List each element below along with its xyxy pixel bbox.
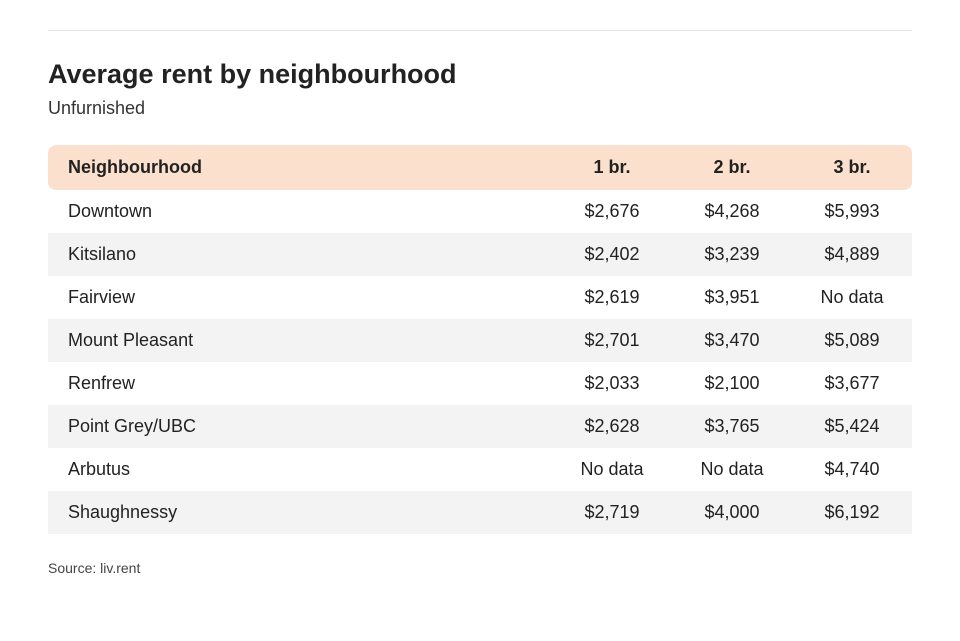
table-row: Shaughnessy $2,719 $4,000 $6,192 [48,491,912,534]
table-row: Point Grey/UBC $2,628 $3,765 $5,424 [48,405,912,448]
cell-2br: $3,765 [672,405,792,448]
top-divider [48,30,912,31]
cell-neighbourhood: Arbutus [48,448,552,491]
col-2br: 2 br. [672,145,792,190]
table-row: Fairview $2,619 $3,951 No data [48,276,912,319]
table-row: Arbutus No data No data $4,740 [48,448,912,491]
chart-title: Average rent by neighbourhood [48,59,912,90]
cell-2br: $2,100 [672,362,792,405]
cell-2br: $3,951 [672,276,792,319]
cell-3br: $5,424 [792,405,912,448]
cell-1br: $2,719 [552,491,672,534]
table-row: Mount Pleasant $2,701 $3,470 $5,089 [48,319,912,362]
cell-2br: $4,000 [672,491,792,534]
col-1br: 1 br. [552,145,672,190]
cell-2br: $3,470 [672,319,792,362]
cell-1br: $2,701 [552,319,672,362]
cell-neighbourhood: Kitsilano [48,233,552,276]
cell-3br: No data [792,276,912,319]
cell-neighbourhood: Point Grey/UBC [48,405,552,448]
cell-neighbourhood: Fairview [48,276,552,319]
cell-3br: $5,993 [792,190,912,233]
cell-1br: $2,033 [552,362,672,405]
table-row: Renfrew $2,033 $2,100 $3,677 [48,362,912,405]
cell-3br: $4,889 [792,233,912,276]
cell-neighbourhood: Renfrew [48,362,552,405]
cell-2br: $4,268 [672,190,792,233]
cell-neighbourhood: Shaughnessy [48,491,552,534]
cell-1br: No data [552,448,672,491]
rent-table: Neighbourhood 1 br. 2 br. 3 br. Downtown… [48,145,912,534]
cell-3br: $4,740 [792,448,912,491]
col-neighbourhood: Neighbourhood [48,145,552,190]
cell-neighbourhood: Downtown [48,190,552,233]
cell-2br: $3,239 [672,233,792,276]
cell-1br: $2,628 [552,405,672,448]
col-3br: 3 br. [792,145,912,190]
table-row: Kitsilano $2,402 $3,239 $4,889 [48,233,912,276]
chart-subtitle: Unfurnished [48,98,912,119]
table-header-row: Neighbourhood 1 br. 2 br. 3 br. [48,145,912,190]
table-row: Downtown $2,676 $4,268 $5,993 [48,190,912,233]
cell-1br: $2,676 [552,190,672,233]
cell-1br: $2,619 [552,276,672,319]
cell-neighbourhood: Mount Pleasant [48,319,552,362]
cell-3br: $6,192 [792,491,912,534]
source-caption: Source: liv.rent [48,560,912,576]
cell-3br: $3,677 [792,362,912,405]
cell-2br: No data [672,448,792,491]
cell-3br: $5,089 [792,319,912,362]
cell-1br: $2,402 [552,233,672,276]
